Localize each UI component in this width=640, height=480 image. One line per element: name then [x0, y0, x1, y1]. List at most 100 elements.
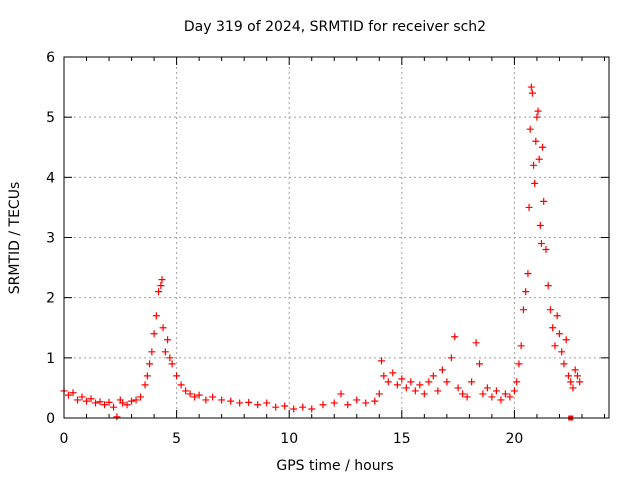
x-axis-label: GPS time / hours — [276, 458, 393, 474]
data-point — [535, 155, 543, 163]
data-point — [459, 390, 467, 398]
data-point — [542, 246, 550, 254]
data-point — [551, 342, 559, 350]
axis-ticks: 0 1 2 3 4 5 6 0 5 10 15 20 — [46, 50, 609, 447]
data-point — [463, 393, 471, 401]
data-point — [299, 403, 307, 411]
data-point — [319, 401, 327, 409]
data-point — [555, 330, 563, 338]
data-point — [195, 391, 203, 399]
data-point — [146, 360, 154, 368]
data-point — [330, 399, 338, 407]
gridlines — [64, 57, 609, 418]
data-point — [378, 357, 386, 365]
data-point — [532, 137, 540, 145]
data-point — [164, 336, 172, 344]
data-point — [110, 403, 118, 411]
x-tick-label: 20 — [505, 431, 523, 447]
data-point — [362, 399, 370, 407]
data-point — [571, 366, 579, 374]
data-point — [384, 378, 392, 386]
data-point — [74, 396, 82, 404]
data-point — [344, 401, 352, 409]
data-point — [526, 125, 534, 133]
data-point — [101, 401, 109, 409]
data-point — [544, 282, 552, 290]
data-point — [393, 381, 401, 389]
data-point — [447, 354, 455, 362]
data-point — [468, 378, 476, 386]
data-point — [488, 393, 496, 401]
x-tick-label: 5 — [172, 431, 181, 447]
data-point — [564, 372, 572, 380]
data-point — [148, 348, 156, 356]
data-point — [254, 401, 262, 409]
data-point — [438, 366, 446, 374]
data-point — [78, 393, 86, 401]
data-point — [510, 387, 518, 395]
data-point — [132, 396, 140, 404]
data-point — [161, 348, 169, 356]
data-point — [576, 378, 584, 386]
x-tick-label: 15 — [393, 431, 411, 447]
data-point — [105, 398, 113, 406]
data-point — [166, 354, 174, 362]
data-point — [113, 413, 121, 421]
data-point — [209, 393, 217, 401]
data-point — [558, 348, 566, 356]
data-point — [528, 89, 536, 97]
data-point — [506, 393, 514, 401]
data-point — [281, 402, 289, 410]
data-point — [263, 399, 271, 407]
data-point — [567, 378, 575, 386]
data-point — [492, 387, 500, 395]
data-point — [157, 282, 165, 290]
data-point — [159, 324, 167, 332]
data-point — [186, 390, 194, 398]
data-point — [398, 375, 406, 383]
data-points — [60, 83, 584, 421]
data-point — [536, 221, 544, 229]
data-point — [531, 179, 539, 187]
data-point — [152, 312, 160, 320]
data-point — [497, 396, 505, 404]
y-tick-label: 4 — [46, 170, 55, 186]
data-point — [353, 396, 361, 404]
chart-title: Day 319 of 2024, SRMTID for receiver sch… — [184, 19, 486, 35]
data-point — [416, 381, 424, 389]
data-point — [236, 399, 244, 407]
data-point — [202, 396, 210, 404]
x-tick-label: 10 — [280, 431, 298, 447]
data-point — [569, 384, 577, 392]
plot-frame — [63, 56, 610, 419]
data-point — [150, 330, 158, 338]
data-point — [92, 399, 100, 407]
data-point — [182, 387, 190, 395]
data-point — [173, 372, 181, 380]
data-point — [137, 393, 145, 401]
x-tick-label: 0 — [60, 431, 69, 447]
data-point — [524, 270, 532, 278]
y-tick-label: 0 — [46, 411, 55, 427]
data-point — [168, 360, 176, 368]
data-point — [87, 395, 95, 403]
data-point — [375, 390, 383, 398]
data-point — [443, 378, 451, 386]
data-point — [533, 113, 541, 121]
data-point — [245, 398, 253, 406]
data-point — [155, 288, 163, 296]
data-point — [476, 360, 484, 368]
data-point — [451, 333, 459, 341]
data-point — [434, 387, 442, 395]
data-point — [519, 306, 527, 314]
data-point — [546, 306, 554, 314]
y-tick-label: 6 — [46, 50, 55, 66]
data-point — [573, 372, 581, 380]
data-point — [128, 397, 136, 405]
data-point — [290, 405, 298, 413]
data-point — [527, 83, 535, 91]
data-point — [540, 197, 548, 205]
data-point — [553, 312, 561, 320]
data-point — [218, 396, 226, 404]
data-point — [272, 403, 280, 411]
